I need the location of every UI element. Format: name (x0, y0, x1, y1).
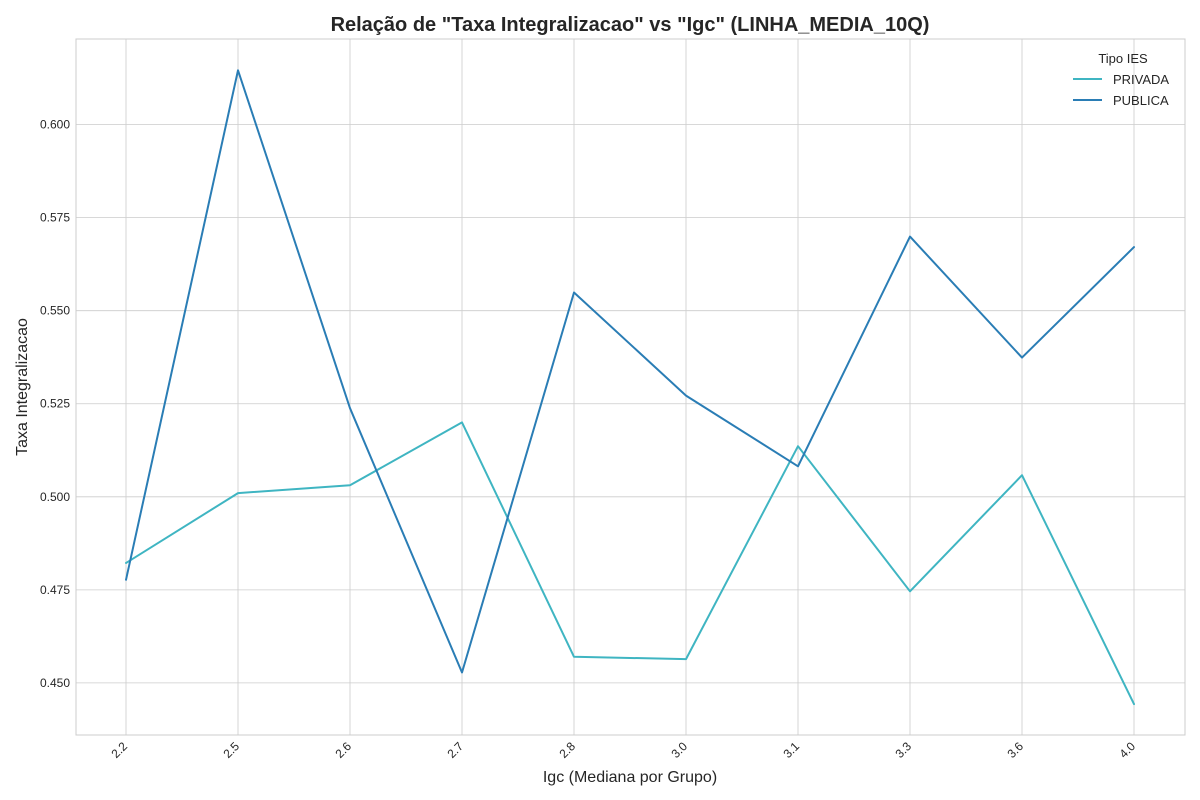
x-tick-label: 3.0 (668, 739, 690, 761)
y-axis-label: Taxa Integralizacao (14, 318, 31, 456)
series-line-publica (125, 69, 1135, 674)
y-tick-label: 0.450 (40, 676, 70, 690)
x-tick-label: 2.8 (556, 739, 578, 761)
series-layer (125, 69, 1135, 706)
y-tick-label: 0.575 (40, 211, 70, 225)
x-axis-label: Igc (Mediana por Grupo) (543, 769, 717, 786)
x-tick-label: 4.0 (1116, 739, 1138, 761)
legend-label-privada: PRIVADA (1113, 72, 1169, 87)
legend: Tipo IES PRIVADA PUBLICA (1073, 51, 1169, 108)
x-tick-label: 2.7 (444, 739, 466, 761)
y-tick-labels: 0.450 0.475 0.500 0.525 0.550 0.575 0.600 (40, 118, 70, 690)
x-tick-label: 2.2 (108, 739, 130, 761)
series-line-privada (125, 421, 1135, 706)
x-tick-labels: 2.2 2.5 2.6 2.7 2.8 3.0 3.1 3.3 3.6 4.0 (108, 739, 1138, 761)
x-tick-label: 3.1 (780, 739, 802, 761)
legend-label-publica: PUBLICA (1113, 93, 1169, 108)
legend-title: Tipo IES (1098, 51, 1148, 66)
y-tick-label: 0.525 (40, 397, 70, 411)
y-tick-label: 0.500 (40, 490, 70, 504)
x-tick-label: 3.6 (1004, 739, 1026, 761)
x-tick-label: 3.3 (892, 739, 914, 761)
y-tick-label: 0.475 (40, 583, 70, 597)
x-tick-label: 2.5 (220, 739, 242, 761)
y-tick-label: 0.550 (40, 304, 70, 318)
plot-frame (75, 38, 1186, 736)
grid-lines (76, 39, 1185, 735)
chart-title: Relação de "Taxa Integralizacao" vs "Igc… (331, 14, 930, 36)
legend-items: PRIVADA PUBLICA (1073, 72, 1169, 108)
y-tick-label: 0.600 (40, 118, 70, 132)
x-tick-label: 2.6 (332, 739, 354, 761)
